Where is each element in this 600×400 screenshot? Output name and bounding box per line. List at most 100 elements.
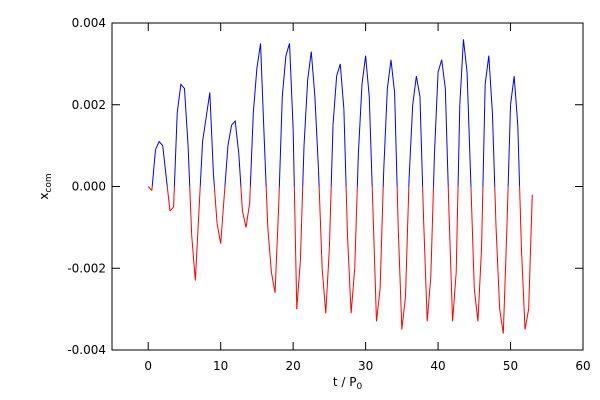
crossing-segment (447, 186, 450, 212)
data-line (433, 59, 446, 154)
crossing-segment (299, 186, 304, 261)
crossing-segment (187, 145, 191, 187)
crossing-segment (265, 186, 269, 228)
crossing-segment (517, 125, 521, 187)
crossing-segment (212, 174, 215, 187)
data-line (423, 219, 432, 322)
y-tick-label: 0.000 (72, 180, 106, 194)
data-line (267, 206, 280, 293)
crossing-segment (249, 186, 251, 203)
crossing-segment (455, 186, 459, 273)
crossing-segment (173, 112, 178, 187)
crossing-segment (345, 186, 348, 236)
crossing-segment (147, 186, 153, 191)
data-line (191, 210, 200, 281)
crossing-segment (318, 186, 323, 269)
x-tick-label: 0 (144, 359, 152, 373)
x-axis-label-sub: 0 (356, 382, 362, 392)
crossing-segment (189, 186, 193, 236)
x-tick-label: 20 (286, 359, 301, 373)
y-axis-label-sub: com (44, 173, 54, 192)
crossing-segment (213, 186, 218, 224)
data-line (296, 260, 301, 310)
x-tick-label: 10 (213, 359, 228, 373)
data-line (372, 206, 381, 322)
crossing-segment (292, 129, 295, 187)
data-line (408, 76, 421, 179)
crossing-segment (328, 186, 332, 248)
crossing-segment (394, 92, 398, 187)
x-tick-label: 50 (503, 359, 518, 373)
crossing-segment (494, 186, 497, 228)
crossing-segment (481, 186, 484, 248)
crossing-segment (343, 108, 347, 187)
crossing-segment (430, 186, 434, 277)
data-line (321, 247, 330, 314)
data-line (155, 140, 167, 179)
crossing-segment (356, 153, 359, 187)
data-line (202, 92, 214, 175)
data-line (473, 247, 483, 322)
crossing-segment (318, 170, 320, 187)
x-tick-label: 60 (575, 359, 590, 373)
plot-frame (111, 22, 584, 351)
crossing-segment (199, 141, 204, 187)
data-line (216, 194, 225, 244)
data-line (241, 202, 251, 228)
crossing-segment (396, 186, 399, 228)
crossing-segment (151, 149, 156, 187)
x-tick-label: 40 (430, 359, 445, 373)
crossing-segment (330, 125, 334, 187)
data-line (347, 235, 356, 314)
crossing-segment (302, 145, 305, 187)
crossing-segment (249, 112, 254, 187)
crossing-segment (507, 104, 512, 187)
crossing-segment (165, 178, 168, 187)
y-axis-label-main: x (37, 193, 51, 200)
data-line (357, 55, 370, 154)
crossing-segment (368, 96, 373, 187)
crossing-segment (240, 186, 243, 212)
crossing-segment (278, 96, 283, 187)
data-line (510, 76, 519, 126)
y-tick-label: -0.002 (67, 261, 106, 275)
y-tick-label: 0.002 (72, 98, 106, 112)
data-line (383, 59, 396, 171)
crossing-segment (293, 186, 298, 310)
y-tick-label: 0.004 (72, 16, 106, 30)
crossing-segment (519, 186, 522, 248)
crossing-segment (278, 186, 280, 207)
crossing-segment (224, 145, 229, 187)
data-line (484, 55, 493, 113)
data-line (448, 211, 457, 322)
x-tick-label: 30 (358, 359, 373, 373)
crossing-segment (354, 186, 358, 269)
y-axis-label: xcom (37, 173, 54, 199)
data-line (332, 63, 345, 126)
crossing-segment (371, 186, 374, 207)
crossing-segment (379, 186, 384, 289)
data-line (397, 227, 406, 330)
crossing-segment (238, 153, 242, 187)
crossing-segment (457, 104, 461, 187)
crossing-segment (198, 186, 201, 212)
crossing-segment (404, 186, 410, 297)
crossing-segment (173, 186, 175, 207)
crossing-segment (166, 186, 171, 212)
y-tick-label: -0.004 (67, 343, 106, 357)
crossing-segment (419, 96, 424, 187)
x-axis-label-main: t / P (333, 375, 357, 389)
crossing-segment (470, 186, 475, 289)
data-line (227, 119, 240, 154)
crossing-segment (223, 186, 226, 195)
data-line (252, 43, 265, 138)
data-line (281, 43, 294, 130)
crossing-segment (432, 153, 435, 187)
crossing-segment (444, 88, 449, 187)
data-line (169, 206, 174, 212)
crossing-segment (506, 186, 509, 228)
crossing-segment (491, 112, 496, 187)
data-line (176, 83, 189, 146)
crossing-segment (482, 84, 486, 187)
